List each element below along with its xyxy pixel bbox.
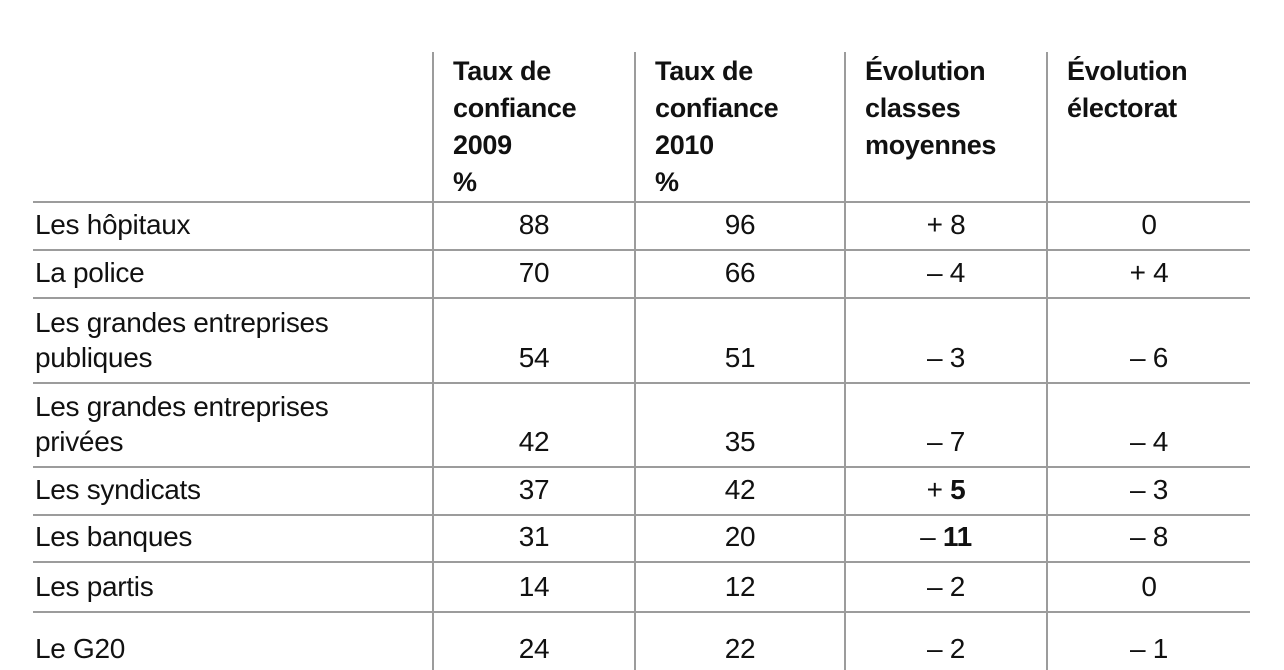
cell-taux-2010: 22 [634,612,845,670]
row-label: Les grandes entreprises privées [33,383,433,468]
cell-evolution-electorat: – 3 [1046,467,1250,516]
cell-evolution-classes: – 7 [844,383,1047,468]
cell-evolution-electorat: – 6 [1046,298,1250,384]
row-label: Les grandes entreprises publiques [33,298,433,384]
column-header-evolution-classes: Évolution classes moyennes [844,52,1047,203]
cell-evolution-classes: – 2 [844,612,1047,670]
cell-taux-2009: 54 [432,298,635,384]
cell-taux-2010: 42 [634,467,845,516]
table-row: La police 70 66– 4 + 4 [33,250,1250,299]
cell-taux-2010: 12 [634,562,845,613]
cell-evolution-electorat: – 8 [1046,515,1250,563]
column-header-institution [33,52,433,203]
cell-taux-2009: 14 [432,562,635,613]
column-header-taux-2009: Taux de confiance 2009 % [432,52,635,203]
cell-evolution-electorat: 0 [1046,202,1250,251]
cell-taux-2009: 70 [432,250,635,299]
cell-evolution-electorat: – 1 [1046,612,1250,670]
cell-taux-2009: 88 [432,202,635,251]
table-row: Le G20 24 22– 2– 1 [33,612,1250,670]
cell-evolution-classes: + 8 [844,202,1047,251]
column-header-taux-2010: Taux de confiance 2010 % [634,52,845,203]
cell-evolution-classes: – 3 [844,298,1047,384]
cell-taux-2009: 37 [432,467,635,516]
table-header: Taux de confiance 2009 % Taux de confianc… [33,52,1250,203]
table-row: Les syndicats 37 42 + 5– 3 [33,467,1250,516]
cell-evolution-classes: – 11 [844,515,1047,563]
table-row: Les grandes entreprises publiques 54 51– 3… [33,298,1250,384]
cell-taux-2010: 51 [634,298,845,384]
row-label: La police [33,250,433,299]
table-row: Les banques 31 20– 11– 8 [33,515,1250,563]
bold-number: 11 [942,521,972,552]
confidence-table: Taux de confiance 2009 % Taux de confianc… [33,52,1250,670]
row-label: Les syndicats [33,467,433,516]
cell-taux-2009: 31 [432,515,635,563]
table-row: Les grandes entreprises privées 42 35– 7– … [33,383,1250,468]
cell-evolution-electorat: + 4 [1046,250,1250,299]
cell-evolution-classes: – 4 [844,250,1047,299]
cell-taux-2010: 96 [634,202,845,251]
cell-taux-2009: 24 [432,612,635,670]
header-row: Taux de confiance 2009 % Taux de confianc… [33,52,1250,203]
cell-evolution-electorat: – 4 [1046,383,1250,468]
cell-taux-2010: 20 [634,515,845,563]
column-header-evolution-electorat: Évolution électorat [1046,52,1250,203]
row-label: Les partis [33,562,433,613]
cell-evolution-electorat: 0 [1046,562,1250,613]
row-label: Le G20 [33,612,433,670]
row-label: Les hôpitaux [33,202,433,251]
row-label: Les banques [33,515,433,563]
cell-taux-2010: 66 [634,250,845,299]
bold-number: 5 [950,474,966,505]
cell-taux-2009: 42 [432,383,635,468]
cell-evolution-classes: + 5 [844,467,1047,516]
cell-evolution-classes: – 2 [844,562,1047,613]
cell-taux-2010: 35 [634,383,845,468]
